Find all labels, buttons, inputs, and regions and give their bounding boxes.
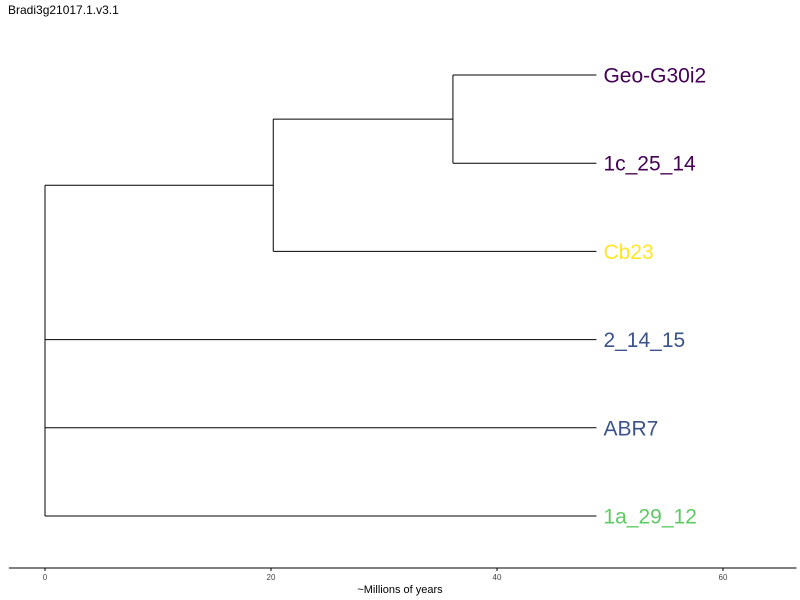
tree-branches — [44, 74, 597, 517]
axis-ticks: 0 20 40 60 — [43, 568, 728, 582]
tree-title: Bradi3g21017.1.v3.1 — [8, 3, 119, 17]
tip-labels: Geo-G30i2 1c_25_14 Cb23 2_14_15 ABR7 1a_29_12 — [603, 65, 706, 529]
tip-label: 2_14_15 — [603, 329, 685, 352]
tip-label: Geo-G30i2 — [603, 65, 706, 88]
tip-label: ABR7 — [603, 417, 658, 440]
axis-label: ~Millions of years — [357, 584, 443, 596]
axis-tick-label: 20 — [267, 573, 276, 582]
axis-tick-label: 40 — [493, 573, 502, 582]
time-axis: 0 20 40 60 ~Millions of years — [8, 567, 797, 596]
tip-label: Cb23 — [603, 241, 653, 264]
tip-label: 1c_25_14 — [603, 153, 696, 176]
axis-tick-label: 0 — [43, 573, 48, 582]
axis-tick-label: 60 — [719, 573, 728, 582]
tip-label: 1a_29_12 — [603, 506, 696, 529]
